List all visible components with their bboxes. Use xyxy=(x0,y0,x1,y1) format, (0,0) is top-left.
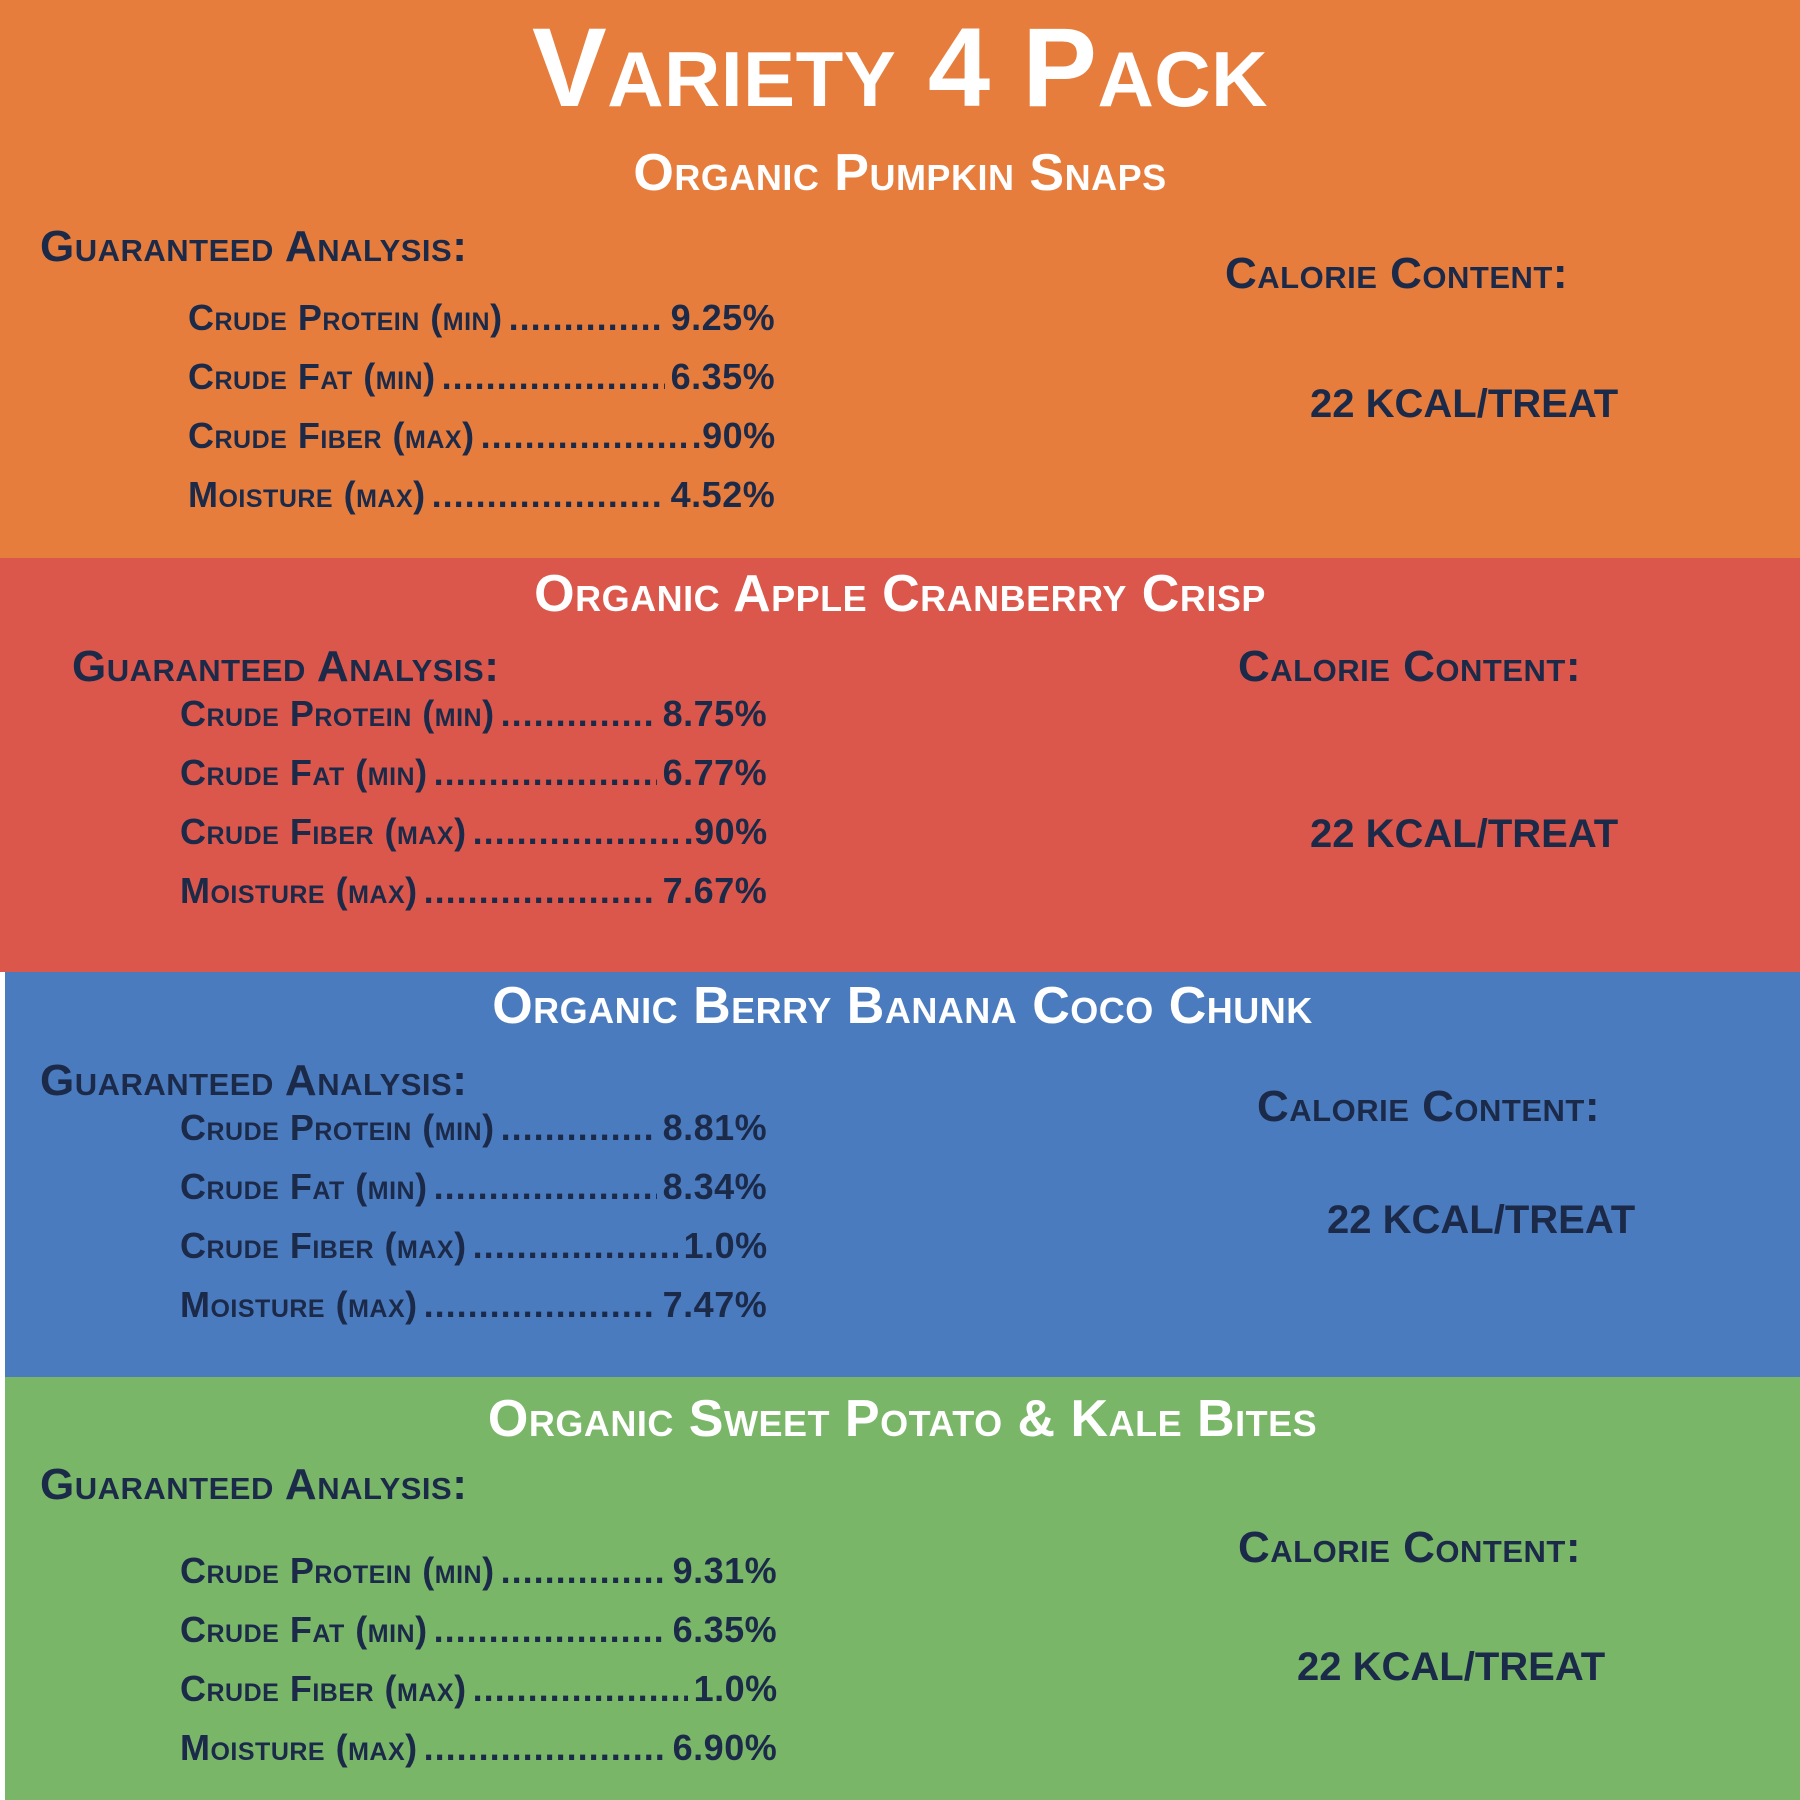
dot-leader: ........................................… xyxy=(441,356,665,397)
dot-leader: ........................................… xyxy=(431,474,665,515)
calorie-content-heading: Calorie Content: xyxy=(1238,642,1581,691)
analysis-label: Crude Fiber (max) xyxy=(180,1225,467,1266)
analysis-value: 9.25% xyxy=(670,297,776,338)
analysis-row: Crude Fat (min).........................… xyxy=(188,355,778,414)
analysis-label: Crude Protein (min) xyxy=(188,297,503,338)
calorie-value: 22 KCAL/TREAT xyxy=(1327,1198,1636,1242)
analysis-value: 1.0% xyxy=(693,1668,778,1709)
dot-leader: ........................................… xyxy=(472,1225,678,1266)
panel-berry-banana-coco-chunk: Organic Berry Banana Coco Chunk Guarante… xyxy=(5,972,1800,1377)
analysis-value: .90% xyxy=(683,811,768,852)
analysis-row: Crude Protein (min).....................… xyxy=(180,1106,770,1165)
calorie-value: 22 KCAL/TREAT xyxy=(1297,1645,1606,1689)
analysis-label: Crude Fiber (max) xyxy=(188,415,475,456)
product-name: Organic Berry Banana Coco Chunk xyxy=(492,977,1313,1035)
dot-leader: ........................................… xyxy=(423,1284,657,1325)
analysis-value: 4.52% xyxy=(670,474,776,515)
analysis-value: 8.34% xyxy=(662,1166,768,1207)
calorie-content-heading: Calorie Content: xyxy=(1257,1082,1600,1131)
analysis-label: Crude Fiber (max) xyxy=(180,1668,467,1709)
analysis-label: Crude Fat (min) xyxy=(180,1166,428,1207)
analysis-value: 1.0% xyxy=(683,1225,768,1266)
product-name: Organic Sweet Potato & Kale Bites xyxy=(487,1390,1318,1448)
analysis-label: Crude Protein (min) xyxy=(180,1550,495,1591)
analysis-label: Moisture (max) xyxy=(188,474,426,515)
analysis-row: Crude Fiber (max).......................… xyxy=(180,1224,770,1283)
analysis-label: Crude Protein (min) xyxy=(180,693,495,734)
guaranteed-analysis-heading: Guaranteed Analysis: xyxy=(40,222,468,271)
dot-leader: ........................................… xyxy=(433,1166,657,1207)
calorie-value: 22 KCAL/TREAT xyxy=(1310,382,1619,426)
panel-pumpkin-snaps: Variety 4 Pack Organic Pumpkin Snaps Gua… xyxy=(0,0,1800,558)
analysis-row: Moisture (max)..........................… xyxy=(180,1283,770,1342)
analysis-list: Crude Protein (min).....................… xyxy=(180,692,770,928)
dot-leader: ........................................… xyxy=(472,811,678,852)
analysis-label: Crude Fiber (max) xyxy=(180,811,467,852)
analysis-row: Crude Fiber (max).......................… xyxy=(180,1667,780,1726)
analysis-value: 6.35% xyxy=(670,356,776,397)
analysis-label: Moisture (max) xyxy=(180,870,418,911)
analysis-label: Moisture (max) xyxy=(180,1727,418,1768)
analysis-row: Crude Protein (min).....................… xyxy=(180,1549,780,1608)
analysis-row: Crude Fat (min).........................… xyxy=(180,1165,770,1224)
product-name: Organic Apple Cranberry Crisp xyxy=(534,565,1266,623)
analysis-label: Crude Fat (min) xyxy=(188,356,436,397)
calorie-content-heading: Calorie Content: xyxy=(1225,249,1568,298)
panel-sweet-potato-kale-bites: Organic Sweet Potato & Kale Bites Guaran… xyxy=(5,1377,1800,1800)
dot-leader: ........................................… xyxy=(433,752,657,793)
analysis-row: Crude Fiber (max).......................… xyxy=(188,414,778,473)
calorie-content-heading: Calorie Content: xyxy=(1238,1523,1581,1572)
analysis-row: Moisture (max)..........................… xyxy=(180,1726,780,1785)
guaranteed-analysis-heading: Guaranteed Analysis: xyxy=(40,1460,468,1509)
analysis-label: Crude Fat (min) xyxy=(180,752,428,793)
dot-leader: ........................................… xyxy=(508,297,665,338)
guaranteed-analysis-heading: Guaranteed Analysis: xyxy=(72,642,500,691)
analysis-row: Moisture (max)..........................… xyxy=(188,473,778,532)
analysis-value: 6.35% xyxy=(672,1609,778,1650)
page-title: Variety 4 Pack xyxy=(532,5,1268,130)
analysis-row: Crude Fat (min).........................… xyxy=(180,1608,780,1667)
analysis-value: 7.67% xyxy=(662,870,768,911)
guaranteed-analysis-heading: Guaranteed Analysis: xyxy=(40,1056,468,1105)
analysis-value: 9.31% xyxy=(672,1550,778,1591)
analysis-value: 8.81% xyxy=(662,1107,768,1148)
analysis-value: 7.47% xyxy=(662,1284,768,1325)
analysis-value: 6.77% xyxy=(662,752,768,793)
dot-leader: ........................................… xyxy=(500,1107,657,1148)
analysis-row: Crude Protein (min).....................… xyxy=(188,296,778,355)
analysis-value: 6.90% xyxy=(672,1727,778,1768)
analysis-row: Crude Protein (min).....................… xyxy=(180,692,770,751)
dot-leader: ........................................… xyxy=(480,415,686,456)
dot-leader: ........................................… xyxy=(423,1727,667,1768)
analysis-value: .90% xyxy=(691,415,776,456)
analysis-row: Moisture (max)..........................… xyxy=(180,869,770,928)
analysis-label: Crude Fat (min) xyxy=(180,1609,428,1650)
analysis-list: Crude Protein (min).....................… xyxy=(188,296,778,532)
analysis-list: Crude Protein (min).....................… xyxy=(180,1106,770,1342)
dot-leader: ........................................… xyxy=(472,1668,688,1709)
dot-leader: ........................................… xyxy=(500,693,657,734)
panel-apple-cranberry-crisp: Organic Apple Cranberry Crisp Guaranteed… xyxy=(0,558,1800,972)
dot-leader: ........................................… xyxy=(433,1609,667,1650)
dot-leader: ........................................… xyxy=(423,870,657,911)
analysis-row: Crude Fat (min).........................… xyxy=(180,751,770,810)
analysis-label: Crude Protein (min) xyxy=(180,1107,495,1148)
dot-leader: ........................................… xyxy=(500,1550,667,1591)
calorie-value: 22 KCAL/TREAT xyxy=(1310,812,1619,856)
analysis-list: Crude Protein (min).....................… xyxy=(180,1549,780,1785)
product-name: Organic Pumpkin Snaps xyxy=(633,144,1167,202)
analysis-value: 8.75% xyxy=(662,693,768,734)
analysis-label: Moisture (max) xyxy=(180,1284,418,1325)
analysis-row: Crude Fiber (max).......................… xyxy=(180,810,770,869)
